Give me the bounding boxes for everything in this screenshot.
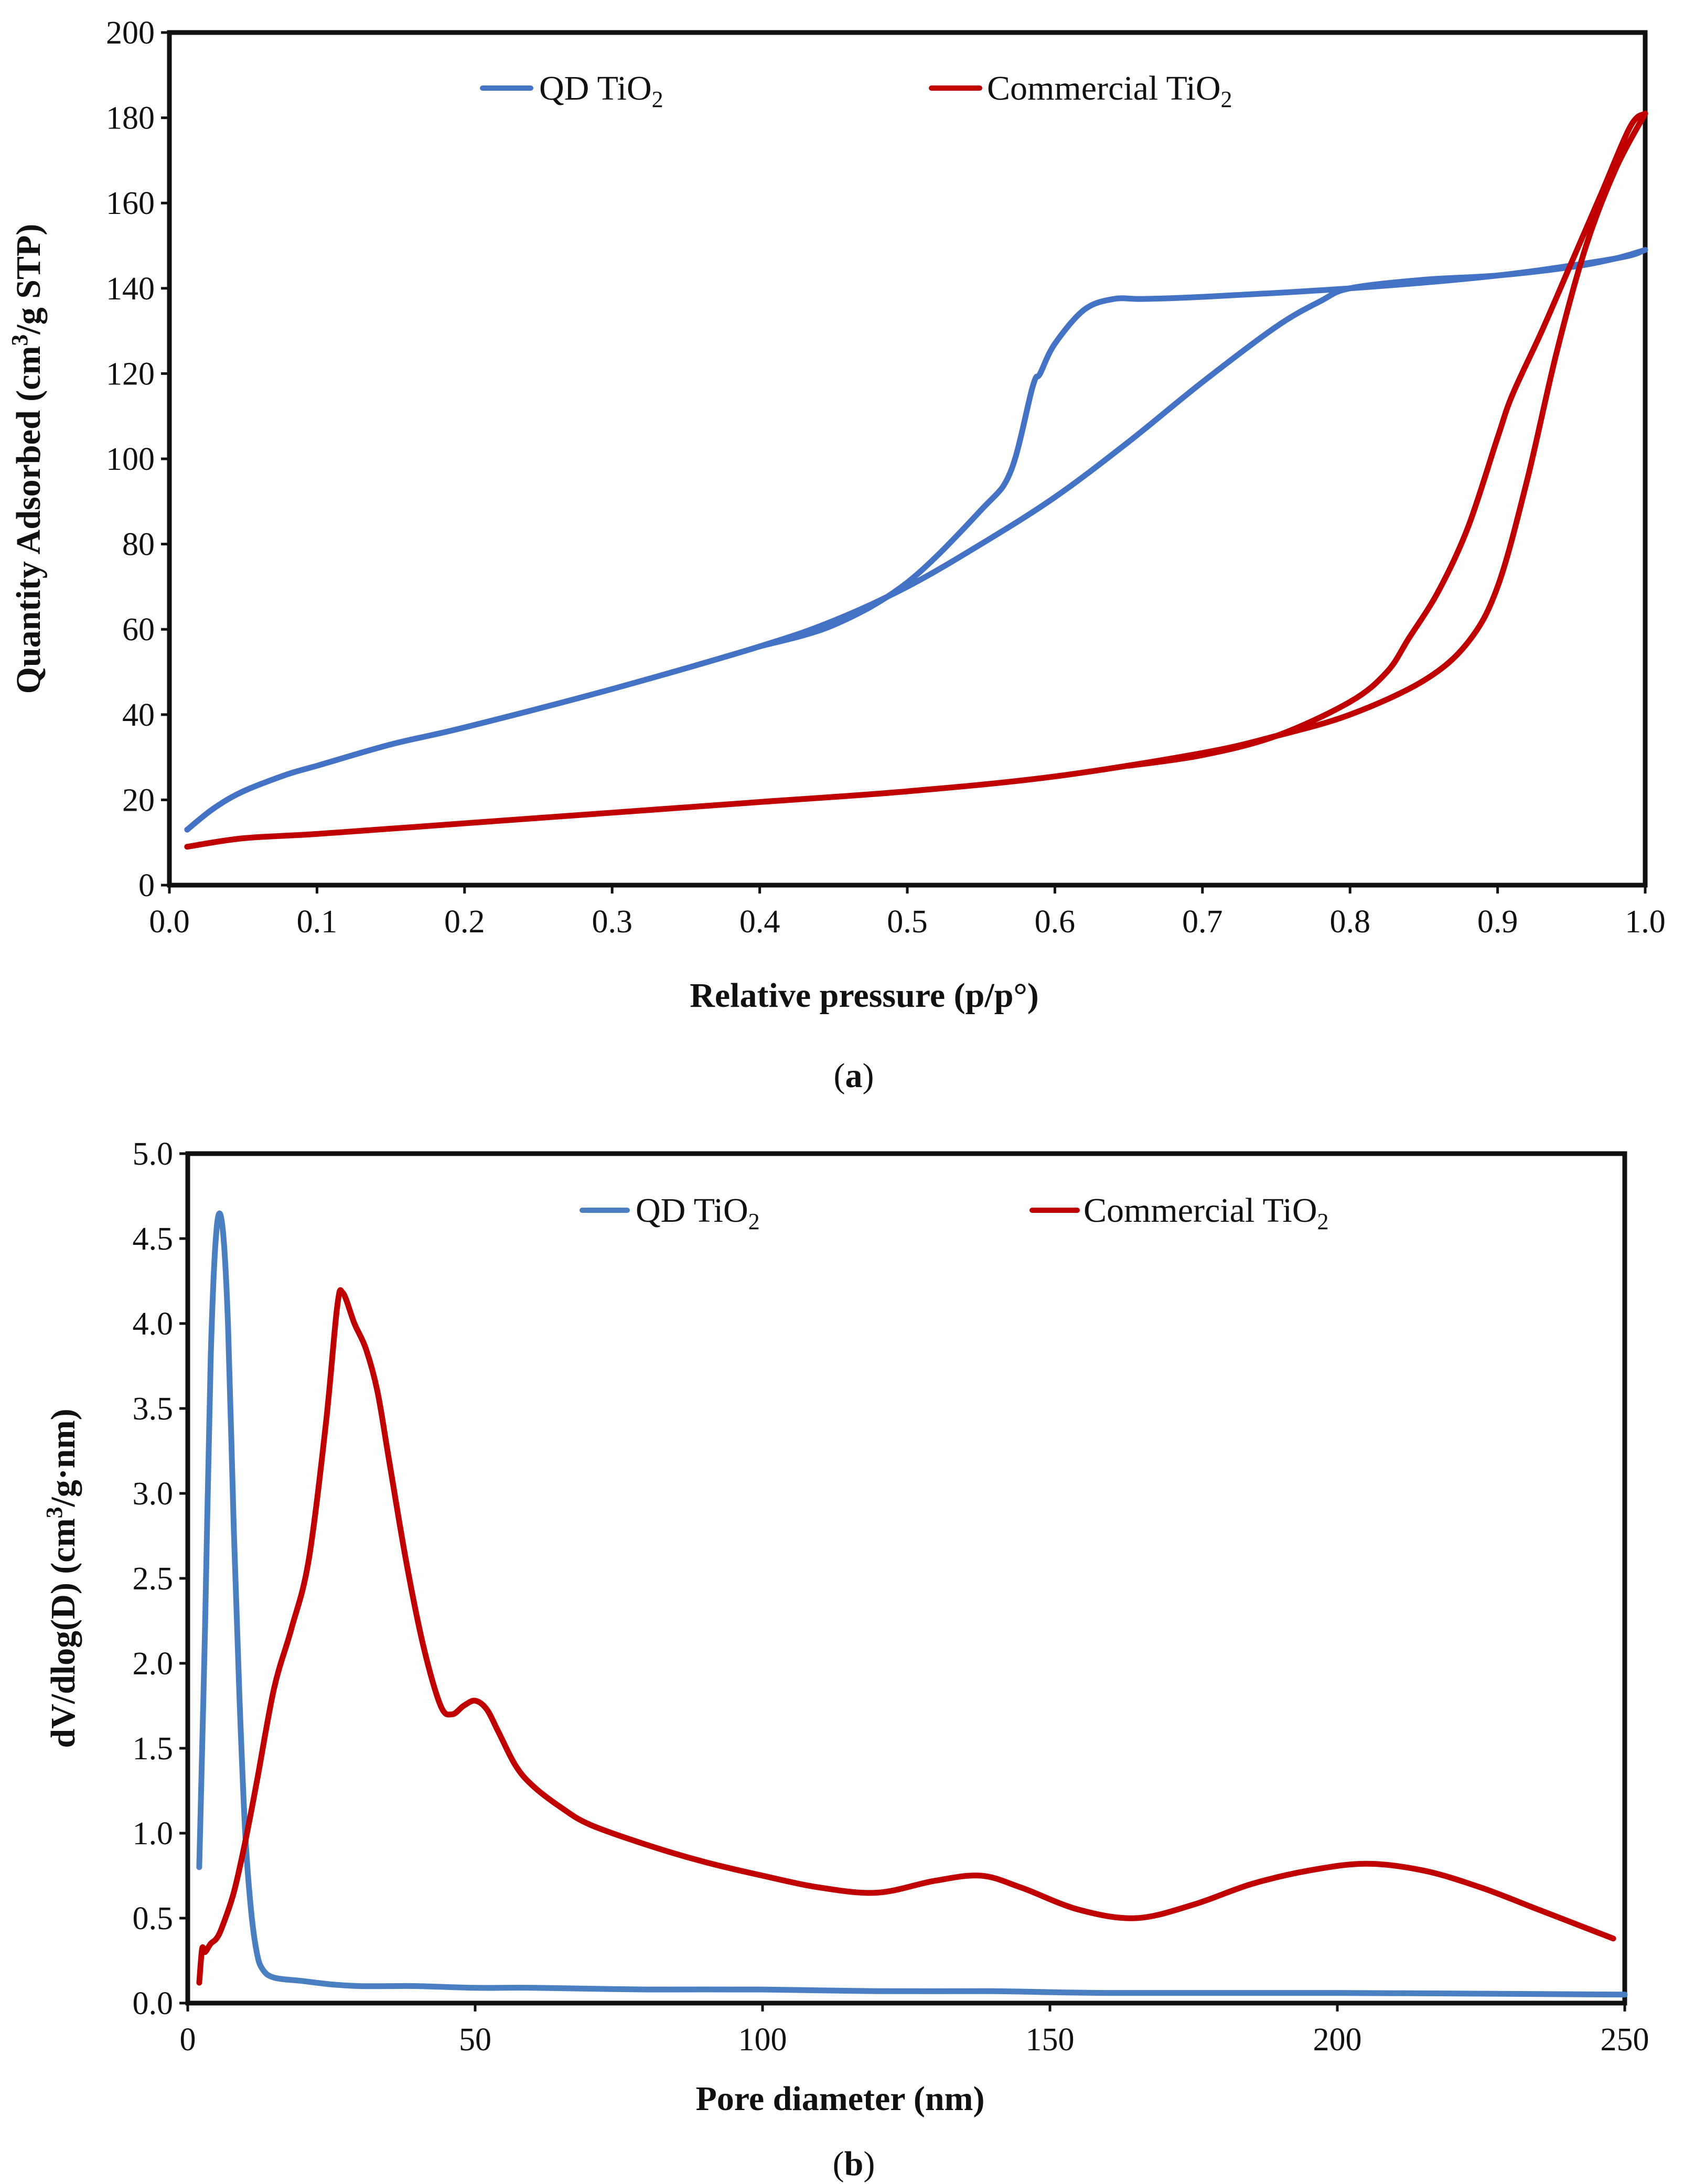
chart-b-x-axis-title: Pore diameter (nm) xyxy=(695,2080,984,2118)
chart-a-x-axis-title: Relative pressure (p/p°) xyxy=(690,976,1039,1015)
chart-a-y-tick-label: 20 xyxy=(122,782,155,818)
chart-a-x-ticks: 0.0 0.1 0.2 0.3 0.4 0.5 0.6 0.7 0.8 0.9 1.0 xyxy=(149,885,1666,940)
chart-a: 0 20 40 60 80 100 120 140 160 180 200 0.0 0.1 0.2 0.3… xyxy=(7,15,1666,1095)
chart-a-y-tick-label: 120 xyxy=(106,356,155,392)
chart-a-x-tick-label: 0.1 xyxy=(297,904,338,940)
chart-a-y-tick-label: 80 xyxy=(122,527,155,563)
chart-a-x-tick-label: 0.7 xyxy=(1182,904,1223,940)
chart-a-y-tick-label: 160 xyxy=(106,186,155,221)
chart-a-x-tick-label: 0.0 xyxy=(149,904,190,940)
chart-b-x-tick-label: 250 xyxy=(1601,2022,1649,2058)
chart-b-y-tick-label: 4.0 xyxy=(133,1306,174,1342)
chart-a-y-tick-label: 200 xyxy=(106,15,155,51)
chart-b-series xyxy=(196,1210,1628,1998)
chart-b-y-tick-label: 2.0 xyxy=(133,1646,174,1682)
chart-b-y-tick-label: 3.5 xyxy=(133,1391,174,1427)
chart-a-legend-label-commercial: Commercial TiO2 xyxy=(987,69,1232,112)
chart-a-x-tick-label: 0.6 xyxy=(1035,904,1076,940)
chart-b: 0.0 0.5 1.0 1.5 2.0 2.5 3.0 3.5 4.0 4.5 5.0 0 50 100… xyxy=(41,1136,1649,2183)
chart-a-y-tick-label: 140 xyxy=(106,271,155,307)
chart-b-y-tick-label: 1.5 xyxy=(133,1731,174,1767)
chart-a-y-tick-label: 0 xyxy=(138,868,155,903)
chart-a-x-tick-label: 0.8 xyxy=(1329,904,1370,940)
chart-a-x-tick-label: 0.9 xyxy=(1477,904,1518,940)
chart-b-x-ticks: 0 50 100 150 200 250 xyxy=(180,2003,1649,2058)
chart-b-y-axis-title: dV/dlog(D) (cm3/g·nm) xyxy=(41,1408,82,1748)
chart-a-y-ticks: 0 20 40 60 80 100 120 140 160 180 200 xyxy=(106,15,169,903)
chart-a-y-tick-label: 60 xyxy=(122,612,155,648)
chart-b-y-tick-label: 0.0 xyxy=(133,1986,174,2021)
chart-b-legend-label-qd: QD TiO2 xyxy=(636,1191,760,1234)
chart-b-series-commercial-tio2-line xyxy=(196,1287,1616,1986)
chart-a-legend: QD TiO2 Commercial TiO2 xyxy=(480,69,1232,112)
chart-a-series xyxy=(184,111,1648,850)
chart-a-series-commercial-tio2-desorption-line xyxy=(1125,111,1648,769)
chart-b-x-tick-label: 50 xyxy=(459,2022,491,2058)
chart-a-x-tick-label: 0.4 xyxy=(739,904,780,940)
chart-b-y-ticks: 0.0 0.5 1.0 1.5 2.0 2.5 3.0 3.5 4.0 4.5 5.0 xyxy=(133,1136,188,2021)
chart-b-x-tick-label: 200 xyxy=(1313,2022,1362,2058)
chart-b-x-tick-label: 100 xyxy=(738,2022,787,2058)
chart-a-x-tick-label: 0.5 xyxy=(887,904,928,940)
chart-a-panel-label: (a) xyxy=(834,1057,874,1095)
chart-a-y-axis-title: Quantity Adsorbed (cm3/g STP) xyxy=(7,224,48,694)
chart-a-y-tick-label: 100 xyxy=(106,442,155,477)
chart-b-y-tick-label: 3.0 xyxy=(133,1476,174,1512)
chart-b-y-tick-label: 4.5 xyxy=(133,1221,174,1257)
chart-b-legend-label-commercial: Commercial TiO2 xyxy=(1084,1191,1329,1234)
chart-b-y-tick-label: 0.5 xyxy=(133,1901,174,1936)
chart-a-plot-frame xyxy=(167,30,1648,888)
chart-b-x-tick-label: 150 xyxy=(1026,2022,1075,2058)
chart-b-panel-label: (b) xyxy=(833,2145,875,2183)
chart-b-legend: QD TiO2 Commercial TiO2 xyxy=(580,1191,1329,1234)
chart-b-y-tick-label: 2.5 xyxy=(133,1561,174,1597)
chart-a-y-tick-label: 180 xyxy=(106,101,155,136)
chart-b-y-tick-label: 5.0 xyxy=(133,1136,174,1172)
chart-b-plot-frame xyxy=(185,1151,1627,2006)
chart-a-x-tick-label: 0.2 xyxy=(444,904,485,940)
chart-a-y-tick-label: 40 xyxy=(122,697,155,733)
chart-b-x-tick-label: 0 xyxy=(180,2022,196,2058)
chart-a-legend-label-qd: QD TiO2 xyxy=(539,69,663,112)
chart-b-y-tick-label: 1.0 xyxy=(133,1816,174,1852)
chart-a-x-tick-label: 1.0 xyxy=(1625,904,1666,940)
chart-a-x-tick-label: 0.3 xyxy=(592,904,632,940)
chart-b-series-qd-tio2-line xyxy=(196,1210,1628,1998)
chart-a-series-qd-tio2-desorption-line xyxy=(757,247,1648,650)
